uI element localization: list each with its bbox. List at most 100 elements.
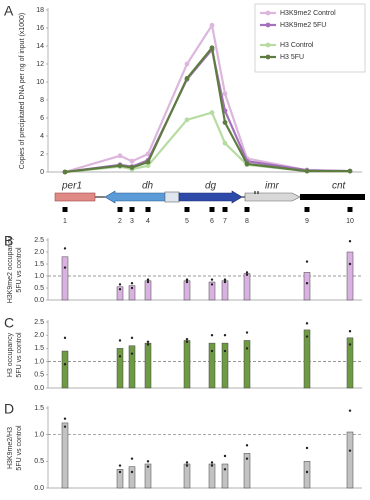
y-axis-label: H3K9me2 occupancy [7,236,14,303]
bar [144,463,152,489]
y-tick-label: 2.0 [34,249,44,256]
replicate-point [305,322,309,325]
replicate-point [146,343,150,346]
y-axis-label: 5FU vs control [16,425,23,471]
replicate-point [63,425,67,428]
bar [208,463,216,489]
bar [243,273,251,301]
replicate-point [185,340,189,343]
y-tick-label: 0 [40,169,44,176]
bar [116,348,124,389]
y-tick-label: 10 [36,79,44,86]
bar [221,280,229,301]
legend-label: H3 5FU [280,54,304,61]
primer-marker [145,207,151,212]
primer-label: 3 [130,218,134,225]
bar [208,342,216,389]
replicate-point [210,349,214,353]
point [129,165,135,170]
imr-arrow [244,192,301,202]
replicate-point [185,278,189,281]
primer-marker [304,207,310,212]
replicate-point [63,247,67,250]
point [222,140,228,146]
replicate-point [245,444,249,447]
bar [346,337,354,389]
primer-marker [62,207,68,212]
y-tick-label: 1.5 [34,345,44,352]
legend-marker [265,22,271,28]
y-tick-label: 2.0 [34,332,44,339]
replicate-point [63,417,67,420]
primer-marker [244,207,250,212]
replicate-point [146,340,150,343]
y-tick-label: 2.5 [34,237,44,244]
primer-marker [209,207,215,212]
replicate-point [245,273,249,276]
primer-marker [117,207,123,212]
bar [183,280,191,301]
y-tick-label: 12 [36,61,44,68]
point [304,168,310,174]
gene-map [54,190,365,204]
primer-label: 7 [223,218,227,225]
replicate-point [223,349,227,353]
replicate-point [185,280,189,284]
per1-box [54,192,96,202]
panel-letter: B [4,233,13,249]
panel-letter: C [4,315,14,331]
replicate-point [210,283,214,286]
point [145,151,151,157]
y-tick-label: 0.5 [34,372,44,379]
y-axis-label: H3K9me2/H3 [7,427,14,469]
bar [221,463,229,489]
point [184,76,190,81]
bar [183,340,191,389]
replicate-point [146,278,150,281]
primer-label: 8 [245,218,249,225]
replicate-point [146,465,150,468]
bar [303,272,311,301]
primer-label: 2 [118,218,122,225]
y-tick-label: 1.5 [34,261,44,268]
legend-marker [265,54,271,60]
point [209,45,215,51]
region-label: cnt [332,181,347,192]
y-tick-label: 6 [40,115,44,122]
bar [61,350,69,389]
y-tick-label: 2 [40,151,44,158]
replicate-point [130,282,134,285]
bar [144,280,152,301]
replicate-point [245,347,249,350]
region-label: per1 [61,181,82,192]
y-axis-label: 5FU vs control [16,247,23,293]
panel-letter: A [4,3,14,19]
legend-marker [265,10,271,16]
bar [221,342,229,389]
replicate-point [210,334,214,337]
point [347,168,353,174]
bar [183,463,191,489]
y-tick-label: 14 [36,43,44,50]
replicate-point [223,334,227,337]
legend-label: H3K9me2 5FU [280,22,326,29]
bar [128,466,136,489]
y-tick-label: 8 [40,97,44,104]
legend-box [254,3,366,73]
replicate-point [63,266,67,269]
y-tick-label: 2.5 [34,319,44,326]
primer-label: 1 [63,218,67,225]
y-tick-label: 0.5 [34,458,44,465]
replicate-point [185,464,189,467]
region-label: imr [265,181,280,192]
replicate-point [185,461,189,464]
point [222,91,228,97]
primer-label: 9 [305,218,309,225]
point [117,153,123,159]
point [117,163,123,169]
replicate-point [130,336,134,340]
replicate-point [146,280,150,284]
replicate-point [185,337,189,341]
replicate-point [305,470,309,474]
replicate-point [305,282,309,285]
